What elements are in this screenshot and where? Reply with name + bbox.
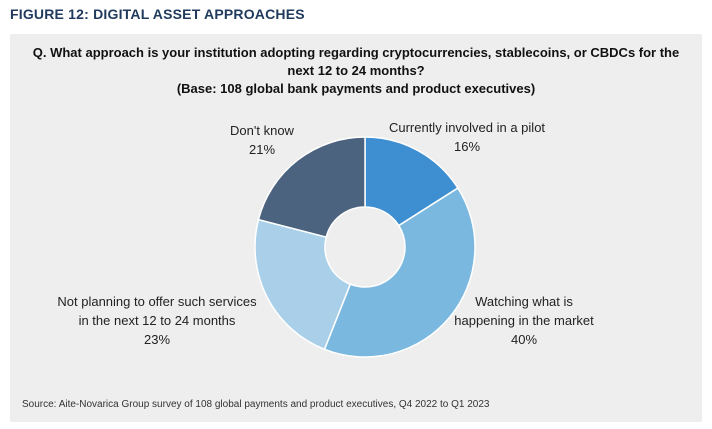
slice-label: Watching what is happening in the market 4… xyxy=(454,294,594,347)
question-line-2: next 12 to 24 months? xyxy=(287,63,425,78)
slice-category-label: Not planning to offer such services xyxy=(57,294,257,309)
slice-category-label: Don't know xyxy=(230,123,295,138)
slice-value-label: 40% xyxy=(511,332,537,347)
figure-title: FIGURE 12: DIGITAL ASSET APPROACHES xyxy=(10,6,305,22)
slice-category-label: Currently involved in a pilot xyxy=(389,120,545,135)
donut-chart: Currently involved in a pilot 16% Watching… xyxy=(57,120,594,358)
slice-value-label: 16% xyxy=(454,139,480,154)
slice-category-label: happening in the market xyxy=(454,313,594,328)
slice-label: Not planning to offer such services in th… xyxy=(57,294,257,347)
donut-slice xyxy=(364,136,459,227)
chart-panel: Q. What approach is your institution ado… xyxy=(10,34,702,422)
slice-label: Don't know 21% xyxy=(230,123,295,157)
slice-labels: Currently involved in a pilot 16% Watching… xyxy=(57,120,594,347)
slice-category-label: Watching what is xyxy=(475,294,573,309)
donut-slice xyxy=(323,187,476,358)
source-note: Source: Aite-Novarica Group survey of 10… xyxy=(22,399,490,410)
slice-label: Currently involved in a pilot 16% xyxy=(389,120,545,154)
slice-value-label: 23% xyxy=(144,332,170,347)
question-base: (Base: 108 global bank payments and prod… xyxy=(176,81,536,96)
donut-slices xyxy=(254,136,476,358)
slice-category-label: in the next 12 to 24 months xyxy=(79,313,236,328)
donut-slice xyxy=(257,136,366,238)
slice-value-label: 21% xyxy=(249,142,275,157)
donut-slice xyxy=(254,218,352,351)
question-text: Q. What approach is your institution ado… xyxy=(30,44,682,98)
question-line-1: Q. What approach is your institution ado… xyxy=(32,45,680,60)
